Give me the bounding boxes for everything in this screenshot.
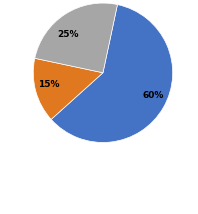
Text: 60%: 60% bbox=[142, 91, 164, 100]
Text: 15%: 15% bbox=[38, 80, 59, 89]
Text: 25%: 25% bbox=[57, 30, 78, 39]
Wedge shape bbox=[51, 4, 173, 143]
Wedge shape bbox=[35, 3, 117, 73]
Wedge shape bbox=[33, 58, 103, 119]
